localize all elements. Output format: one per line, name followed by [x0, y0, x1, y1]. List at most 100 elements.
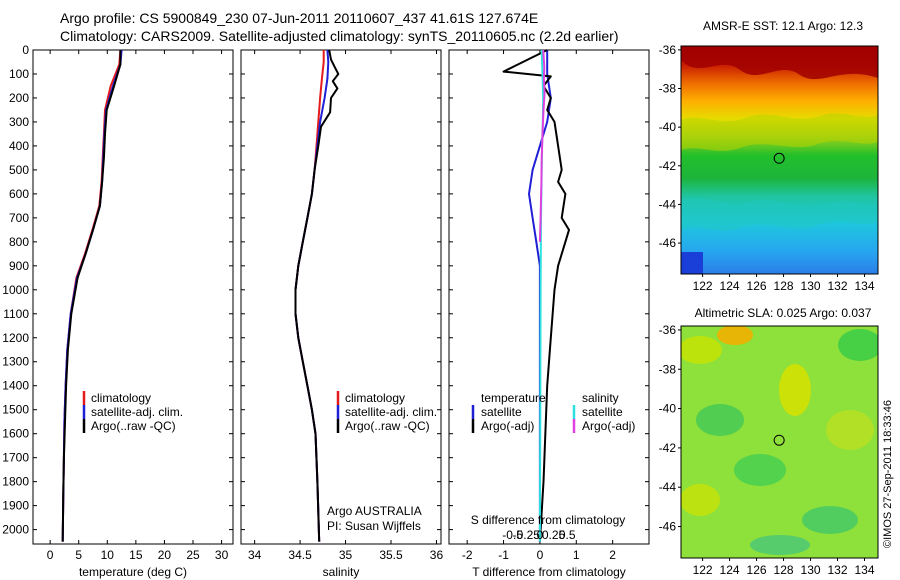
legend-satellite-label: satellite-adj. clim. [91, 405, 183, 419]
depth-tick-label: 2000 [2, 523, 29, 537]
sst-cool-band [681, 197, 878, 231]
x-tick-label: 30 [215, 548, 229, 562]
depth-tick-label: 600 [9, 187, 29, 201]
t-difference-axis-label: T difference from climatology [472, 565, 626, 579]
temperature-legend: climatology satellite-adj. clim. Argo(..… [82, 391, 183, 433]
lon-tick-label: 122 [693, 279, 713, 293]
sla-map-title: Altimetric SLA: 0.025 Argo: 0.037 [695, 306, 872, 320]
x-tick-label: 2 [609, 548, 616, 562]
sst-mid-band [681, 113, 878, 151]
lon-tick-label: 132 [828, 279, 848, 293]
salinity-profiles [294, 49, 340, 542]
s-tick-label: 0.5 [559, 528, 576, 542]
depth-tick-label: 700 [9, 211, 29, 225]
sla-blob [681, 484, 720, 516]
depth-tick-label: 1000 [2, 283, 29, 297]
sst-float-marker [773, 152, 785, 164]
sst-map-title: AMSR-E SST: 12.1 Argo: 12.3 [703, 19, 863, 33]
lon-tick-label: 126 [747, 279, 767, 293]
difference-profiles [502, 49, 570, 542]
sla-blob [750, 535, 810, 555]
depth-tick-label: 1300 [2, 355, 29, 369]
sla-blob [696, 404, 744, 436]
depth-tick-label: 0 [22, 43, 29, 57]
series-line-climatology [61, 49, 122, 542]
sla-blob [838, 329, 878, 361]
x-tick-label: 35 [339, 548, 353, 562]
temperature-panel: 0100200300400500600700800900100011001200… [2, 43, 234, 579]
sst-field [681, 46, 878, 274]
depth-tick-label: 1200 [2, 331, 29, 345]
depth-tick-label: 300 [9, 115, 29, 129]
attribution-line2: PI: Susan Wijffels [327, 519, 421, 533]
lon-tick-label: 122 [693, 563, 713, 577]
lat-tick-label: -46 [659, 236, 677, 250]
lon-tick-label: 126 [747, 563, 767, 577]
lat-tick-label: -36 [659, 323, 677, 337]
legend-s-satellite-label: satellite [582, 405, 623, 419]
s-tick-label: -0.5 [502, 528, 523, 542]
lat-tick-label: -38 [659, 362, 677, 376]
x-tick-label: 5 [75, 548, 82, 562]
salinity-depth-ticks [241, 49, 441, 531]
imos-credit: ©IMOS 27-Sep-2011 18:33:46 [882, 400, 894, 548]
legend-argo-label: Argo(..raw -QC) [345, 419, 430, 433]
sst-map-frame [680, 45, 879, 275]
sla-blob [826, 410, 874, 450]
legend-climatology-label: climatology [345, 391, 405, 405]
lat-tick-label: -42 [659, 159, 677, 173]
sla-blob [779, 364, 811, 416]
temperature-plot-frame [32, 49, 234, 545]
temperature-axis-label: temperature (deg C) [79, 565, 187, 579]
temperature-profiles [61, 49, 123, 542]
lat-tick-label: -38 [659, 82, 677, 96]
legend-argo-label: Argo(..raw -QC) [91, 419, 176, 433]
lon-tick-label: 130 [801, 279, 821, 293]
sst-map: AMSR-E SST: 12.1 Argo: 12.3 -36 -38 -40 -42… [659, 19, 879, 293]
x-tick-label: 35.5 [379, 548, 403, 562]
temperature-x-axis: 0 5 10 15 20 25 30 [47, 50, 229, 562]
depth-axis: 0 100 200 300 400 500 600 700 800 900 1000 1100 1200… [2, 43, 233, 537]
lat-tick-label: -40 [659, 120, 677, 134]
sst-cold-patch [681, 252, 703, 274]
x-tick-label: 10 [101, 548, 115, 562]
series-line-temperature-argo-adj [502, 49, 570, 542]
s-tick-label: -0.25 [513, 528, 541, 542]
lat-tick-label: -44 [659, 197, 677, 211]
sst-lat-axis: -36 -38 -40 -42 -44 -46 [659, 43, 681, 250]
lon-tick-label: 124 [720, 563, 740, 577]
depth-tick-label: 1100 [3, 307, 29, 321]
x-tick-label: 20 [158, 548, 172, 562]
depth-tick-label: 500 [9, 163, 29, 177]
sla-lon-axis: 122 124 126 128 130 132 134 [693, 558, 875, 577]
attribution-line1: Argo AUSTRALIA [327, 504, 422, 518]
sla-float-marker [773, 434, 785, 446]
salinity-axis-label: salinity [323, 565, 360, 579]
x-tick-label: 34 [248, 548, 262, 562]
difference-panel: -2 -1 0 1 2 temperature salinity satellite A… [448, 49, 650, 579]
x-tick-label: -2 [462, 548, 473, 562]
depth-tick-label: 1400 [2, 379, 29, 393]
s-tick-label: 0.25 [542, 528, 566, 542]
lon-tick-label: 128 [774, 563, 794, 577]
depth-tick-label: 1700 [2, 451, 29, 465]
depth-tick-label: 1800 [2, 475, 29, 489]
x-tick-label: 34.5 [288, 548, 312, 562]
depth-tick-label: 1600 [2, 427, 29, 441]
salinity-panel: 34 34.5 35 35.5 36 climatology satellite-adj… [240, 49, 443, 579]
x-tick-label: 0 [47, 548, 54, 562]
sla-blob [681, 336, 722, 364]
depth-tick-label: 100 [9, 67, 29, 81]
s-tick-label: 0 [537, 528, 544, 542]
sla-blob [734, 454, 786, 486]
sla-blob [717, 326, 753, 345]
lon-tick-label: 130 [801, 563, 821, 577]
series-line-satellite-adj-clim [61, 49, 123, 542]
lon-tick-label: 134 [854, 279, 874, 293]
depth-tick-label: 1900 [2, 499, 29, 513]
legend-s-argo-label: Argo(-adj) [582, 419, 635, 433]
series-line-argo-raw-qc [61, 50, 122, 542]
lat-tick-label: -42 [659, 441, 677, 455]
